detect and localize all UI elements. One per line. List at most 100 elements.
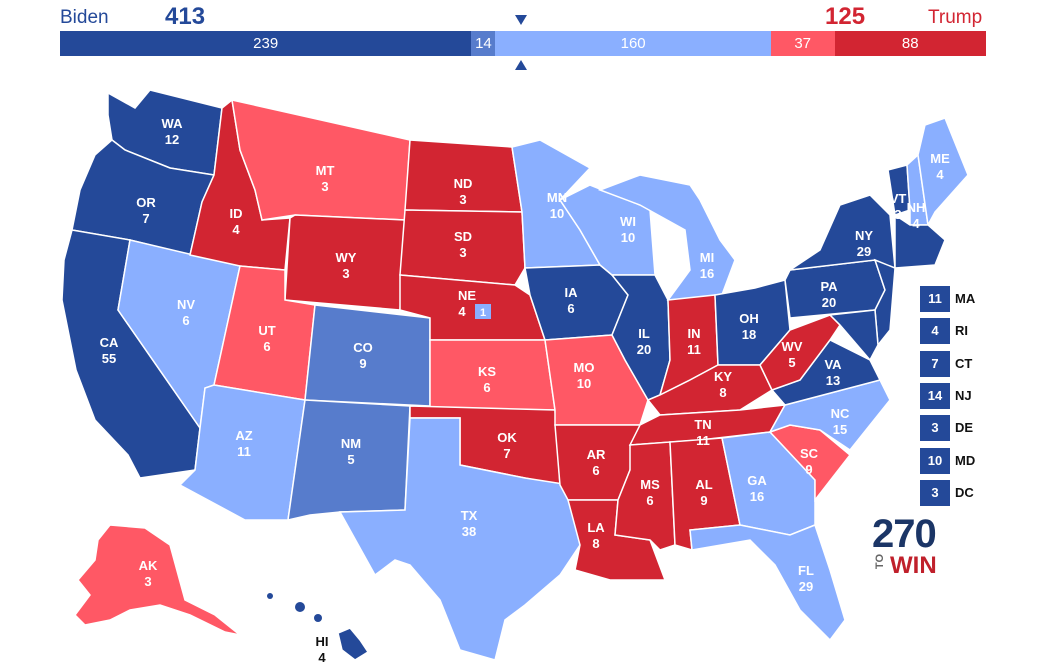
- state-ev-tx: 38: [462, 524, 476, 539]
- state-abbr-me: ME: [930, 151, 950, 166]
- bar-segment-lean_r: 37: [770, 31, 835, 56]
- state-mi[interactable]: [597, 174, 736, 301]
- state-abbr-wa: WA: [162, 116, 184, 131]
- state-ev-wv: 5: [788, 355, 795, 370]
- bar-segment-likely_d: 14: [471, 31, 496, 56]
- small-state-de[interactable]: 3 DE: [920, 415, 1030, 442]
- state-ev-fl: 29: [799, 579, 813, 594]
- state-ev-wa: 12: [165, 132, 179, 147]
- state-abbr-vt: VT: [890, 191, 907, 206]
- state-abbr-mi: MI: [700, 250, 714, 265]
- state-hi[interactable]: [337, 627, 370, 661]
- state-ev-oh: 18: [742, 327, 756, 342]
- state-ev-nd: 3: [459, 192, 466, 207]
- small-state-ev: 14: [920, 382, 950, 409]
- state-ev-mt: 3: [321, 179, 328, 194]
- state-ev-nm: 5: [347, 452, 354, 467]
- state-ev-ny: 29: [857, 244, 871, 259]
- state-abbr-nm: NM: [341, 436, 361, 451]
- small-state-abbr: RI: [955, 323, 968, 339]
- logo-number: 270: [872, 512, 937, 556]
- state-ev-or: 7: [142, 211, 149, 226]
- state-co[interactable]: [304, 304, 431, 407]
- 270-marker-top-icon: [515, 15, 527, 25]
- state-ev-ok: 7: [503, 446, 510, 461]
- state-md-area[interactable]: [828, 309, 879, 362]
- ne-district-ev: 1: [480, 307, 486, 319]
- state-ak[interactable]: [74, 524, 241, 636]
- state-ev-mn: 10: [550, 206, 564, 221]
- small-state-nj[interactable]: 14 NJ: [920, 382, 1030, 409]
- state-mt[interactable]: [231, 99, 411, 221]
- state-abbr-nc: NC: [831, 406, 850, 421]
- state-sd[interactable]: [399, 209, 526, 286]
- small-state-abbr: NJ: [955, 387, 972, 403]
- state-abbr-wv: WV: [782, 339, 803, 354]
- state-abbr-ar: AR: [587, 447, 606, 462]
- state-tx[interactable]: [338, 417, 581, 661]
- state-ev-ak: 3: [144, 574, 151, 589]
- state-abbr-tn: TN: [694, 417, 711, 432]
- bar-segment-safe_r: 88: [834, 31, 986, 56]
- state-ev-ms: 6: [646, 493, 653, 508]
- state-ev-ar: 6: [592, 463, 599, 478]
- state-ev-ga: 16: [750, 489, 764, 504]
- small-state-ev: 11: [920, 286, 950, 312]
- state-ev-mo: 10: [577, 376, 591, 391]
- state-ev-az: 11: [237, 444, 251, 459]
- state-ev-il: 20: [637, 342, 651, 357]
- state-abbr-mo: MO: [574, 360, 595, 375]
- small-state-ma[interactable]: 11 MA: [920, 286, 1030, 312]
- small-state-abbr: DE: [955, 420, 974, 436]
- state-ev-id: 4: [232, 222, 240, 237]
- state-abbr-pa: PA: [820, 279, 838, 294]
- logo-to: TO: [874, 554, 886, 570]
- logo-win: WIN: [890, 552, 937, 579]
- small-state-abbr: CT: [955, 355, 973, 371]
- state-abbr-fl: FL: [798, 563, 814, 578]
- state-abbr-in: IN: [688, 326, 701, 341]
- small-state-abbr: DC: [955, 484, 974, 500]
- state-abbr-ne: NE: [458, 288, 476, 303]
- state-ev-wi: 10: [621, 230, 635, 245]
- trump-total: 125: [825, 3, 866, 30]
- small-state-ct[interactable]: 7 CT: [920, 350, 1030, 377]
- state-labels: WA12OR7CA55NV6ID4MT3WY3UT6AZ11CO9NM5ND3S…: [100, 116, 950, 665]
- state-fl[interactable]: [689, 524, 846, 642]
- state-ev-sc: 9: [805, 462, 812, 477]
- small-state-abbr: MD: [955, 452, 976, 468]
- state-abbr-sd: SD: [454, 229, 472, 244]
- state-wv[interactable]: [759, 314, 841, 391]
- small-state-ev: 3: [920, 479, 950, 506]
- small-state-dc[interactable]: 3 DC: [920, 479, 1030, 506]
- state-ev-nc: 15: [833, 422, 847, 437]
- state-ev-pa: 20: [822, 295, 836, 310]
- state-wy[interactable]: [284, 214, 406, 311]
- small-state-ri[interactable]: 4 RI: [920, 318, 1030, 345]
- hawaii-island-small-icon: [295, 602, 305, 612]
- bar-segment-lean_d: 160: [495, 31, 771, 56]
- state-ev-wy: 3: [342, 266, 349, 281]
- state-abbr-wy: WY: [336, 250, 357, 265]
- state-nc[interactable]: [768, 379, 891, 452]
- state-ev-la: 8: [592, 536, 599, 551]
- state-abbr-al: AL: [695, 477, 712, 492]
- biden-total: 413: [165, 3, 206, 30]
- state-abbr-ms: MS: [640, 477, 660, 492]
- state-abbr-la: LA: [587, 520, 605, 535]
- state-ev-al: 9: [700, 493, 707, 508]
- state-abbr-ia: IA: [565, 285, 579, 300]
- state-abbr-va: VA: [824, 357, 842, 372]
- small-state-md[interactable]: 10 MD: [920, 447, 1030, 474]
- state-abbr-ks: KS: [478, 364, 496, 379]
- electoral-header: Biden 413 125 Trump 239 14 160 37 88: [0, 0, 1050, 80]
- state-ev-in: 11: [687, 342, 701, 357]
- state-abbr-ut: UT: [258, 323, 275, 338]
- 270-marker-bottom-icon: [515, 60, 527, 70]
- ne-district-box[interactable]: [475, 304, 491, 319]
- state-ev-me: 4: [936, 167, 944, 182]
- biden-name: Biden: [60, 7, 109, 28]
- state-abbr-id: ID: [230, 206, 243, 221]
- state-ev-ia: 6: [567, 301, 574, 316]
